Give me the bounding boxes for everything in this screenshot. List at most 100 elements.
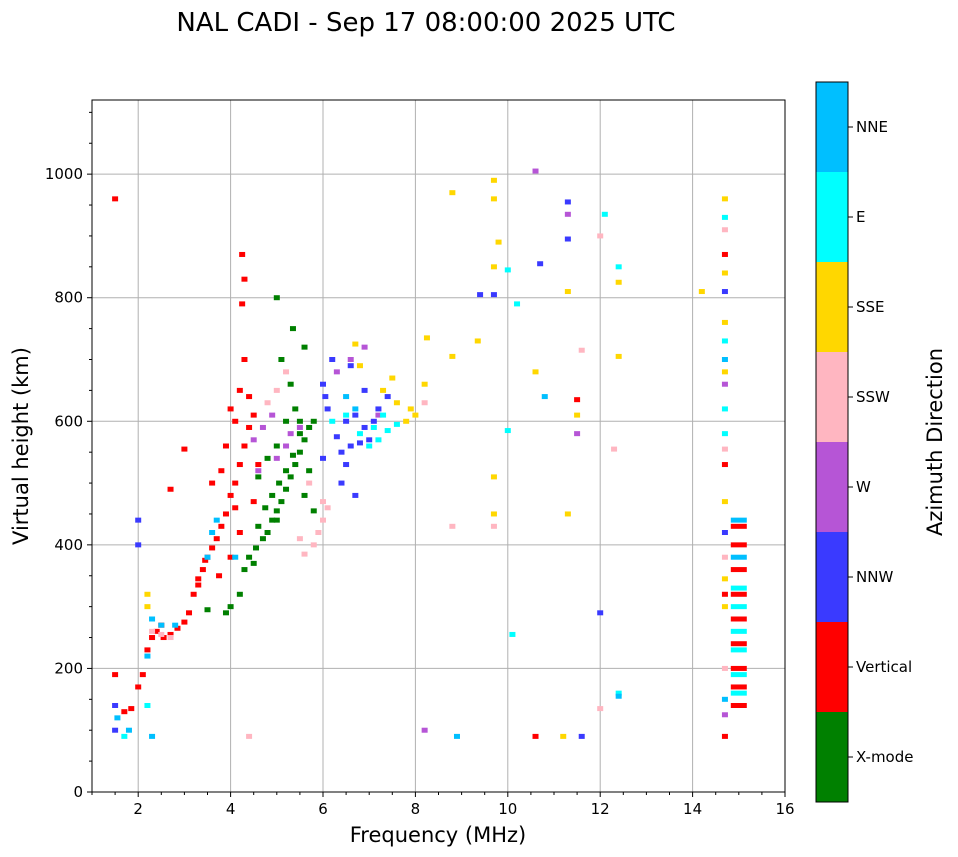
data-point	[149, 628, 156, 634]
plot-area	[92, 100, 785, 792]
data-point	[347, 443, 354, 449]
data-point	[343, 412, 350, 418]
data-point	[227, 554, 234, 560]
y-tick-label: 800	[54, 289, 83, 307]
data-point	[490, 292, 497, 298]
data-point	[474, 338, 481, 344]
data-point	[384, 428, 391, 434]
x-tick-label: 2	[133, 800, 143, 818]
colorbar-segment	[816, 262, 848, 352]
data-point	[421, 727, 428, 733]
data-point	[209, 545, 216, 551]
data-point	[202, 557, 209, 563]
data-point	[597, 610, 604, 616]
data-point	[564, 289, 571, 295]
data-point	[730, 567, 747, 573]
data-point	[730, 647, 747, 653]
data-point	[449, 190, 456, 196]
data-point	[564, 511, 571, 517]
data-point	[264, 455, 271, 461]
data-point	[283, 418, 290, 424]
data-point	[361, 387, 368, 393]
data-point	[289, 326, 296, 332]
data-point	[721, 591, 728, 597]
data-point	[324, 406, 331, 412]
data-point	[730, 672, 747, 678]
data-point	[320, 381, 326, 387]
data-point	[204, 554, 211, 560]
data-point	[490, 196, 497, 202]
data-point	[509, 631, 516, 637]
data-point	[232, 480, 239, 486]
y-tick-label: 200	[54, 659, 83, 677]
data-point	[453, 733, 460, 739]
data-point	[190, 591, 197, 597]
data-point	[227, 492, 234, 498]
data-point	[273, 295, 280, 301]
data-point	[721, 554, 728, 560]
data-point	[114, 715, 121, 721]
data-point	[306, 424, 313, 430]
data-point	[262, 505, 269, 511]
data-point	[343, 418, 350, 424]
data-point	[232, 505, 239, 511]
data-point	[324, 505, 331, 511]
colorbar-segment	[816, 442, 848, 532]
colorbar-segment	[816, 172, 848, 262]
series-nnw	[112, 199, 728, 739]
data-point	[204, 607, 211, 613]
data-point	[338, 449, 345, 455]
data-point	[301, 551, 308, 557]
data-point	[135, 542, 142, 548]
data-point	[239, 301, 246, 307]
data-point	[615, 264, 622, 270]
data-point	[218, 468, 225, 474]
data-point	[121, 733, 128, 739]
data-point	[232, 418, 239, 424]
data-point	[250, 437, 257, 443]
data-point	[222, 511, 229, 517]
data-point	[721, 576, 728, 582]
data-point	[149, 635, 156, 641]
data-point	[597, 233, 604, 239]
data-point	[236, 462, 243, 468]
data-point	[264, 400, 271, 406]
data-point	[356, 440, 363, 446]
colorbar-tick-label: E	[856, 208, 865, 226]
data-point	[495, 239, 502, 245]
data-point	[296, 449, 303, 455]
data-point	[139, 672, 146, 678]
data-point	[167, 635, 174, 641]
data-point	[375, 437, 382, 443]
colorbar-tick-label: NNW	[856, 568, 893, 586]
data-point	[236, 591, 243, 597]
data-point	[121, 709, 128, 715]
series-vertical	[112, 196, 747, 739]
colorbar-tick-label: SSE	[856, 298, 885, 316]
chart-title: NAL CADI - Sep 17 08:00:00 2025 UTC	[176, 8, 675, 38]
grid-lines	[92, 100, 786, 793]
data-point	[721, 604, 728, 610]
data-point	[370, 418, 377, 424]
data-point	[276, 480, 283, 486]
series-x-mode	[204, 295, 317, 616]
y-axis: 0 200 400 600 800 1000	[45, 111, 92, 801]
data-point	[329, 418, 336, 424]
data-point	[209, 530, 216, 535]
data-point	[698, 289, 705, 295]
data-point	[296, 431, 303, 437]
data-point	[167, 631, 174, 637]
data-point	[250, 412, 257, 418]
data-point	[264, 530, 271, 535]
data-point	[306, 468, 313, 474]
data-point	[574, 412, 581, 418]
y-tick-label: 400	[54, 536, 83, 554]
data-point	[320, 455, 326, 461]
data-point	[250, 499, 257, 505]
data-point	[144, 647, 151, 653]
data-point	[250, 560, 257, 566]
data-point	[615, 353, 622, 359]
data-point	[174, 625, 181, 631]
data-point	[255, 523, 262, 529]
data-point	[144, 703, 151, 708]
